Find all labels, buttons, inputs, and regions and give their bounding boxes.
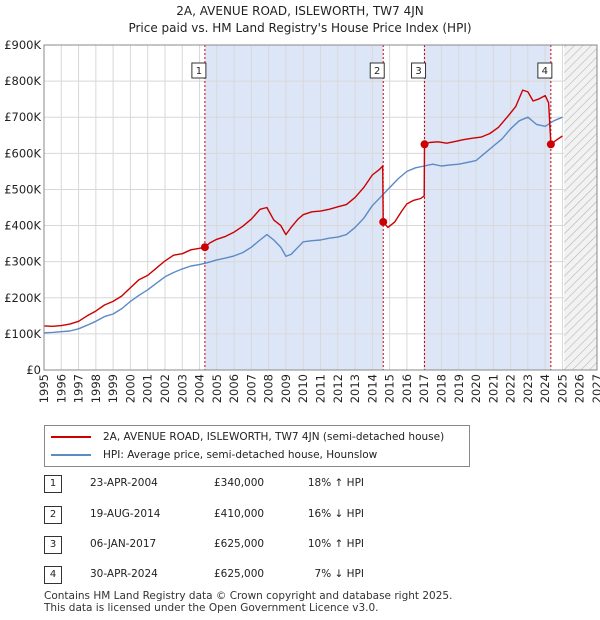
x-tick-label: 2023 <box>521 374 535 403</box>
transaction-hpi-diff: 10% ↑ HPI <box>307 538 364 550</box>
hpi-line <box>43 116 563 334</box>
x-tick-label: 1997 <box>72 374 86 403</box>
footer-line-2: This data is licensed under the Open Gov… <box>44 602 379 614</box>
x-tick-label: 1998 <box>89 374 103 403</box>
chart-legend: 2A, AVENUE ROAD, ISLEWORTH, TW7 4JN (sem… <box>44 425 470 467</box>
x-tick-label: 2018 <box>434 374 448 403</box>
x-tick-label: 1999 <box>106 374 120 403</box>
sale-label-number: 2 <box>374 66 380 77</box>
transaction-number: 3 <box>44 536 62 554</box>
x-tick-label: 2012 <box>331 374 345 403</box>
x-tick-label: 2002 <box>158 374 172 403</box>
transaction-price: £410,000 <box>214 508 265 520</box>
transaction-number: 2 <box>44 506 62 524</box>
x-tick-label: 2006 <box>227 374 241 403</box>
legend-label-property: 2A, AVENUE ROAD, ISLEWORTH, TW7 4JN (sem… <box>103 431 445 443</box>
legend-item-hpi: HPI: Average price, semi-detached house,… <box>51 447 377 463</box>
y-tick-label: £800K <box>4 74 41 88</box>
x-tick-label: 2026 <box>573 374 587 403</box>
sale-point <box>379 217 388 226</box>
x-tick-label: 2011 <box>314 374 328 403</box>
plot-frame <box>43 44 598 371</box>
x-tick-label: 2005 <box>210 374 224 403</box>
price-chart: 1 2 3 4 £0 £100K £200K £300K £400K £500K £600K £70… <box>4 38 600 403</box>
title-line-2: Price paid vs. HM Land Registry's House … <box>128 21 472 35</box>
ownership-shade <box>204 45 384 370</box>
x-tick-label: 2020 <box>469 374 483 403</box>
ownership-shade <box>424 45 551 370</box>
x-tick-label: 2027 <box>590 374 600 403</box>
y-tick-label: £700K <box>4 110 41 124</box>
transaction-date: 23-APR-2004 <box>90 477 158 489</box>
legend-item-property: 2A, AVENUE ROAD, ISLEWORTH, TW7 4JN (sem… <box>51 429 444 445</box>
transaction-hpi-diff: 7% ↓ HPI <box>314 568 364 580</box>
sale-label-number: 4 <box>542 66 548 77</box>
transaction-price: £625,000 <box>214 568 265 580</box>
property-price-line <box>43 89 563 327</box>
x-tick-label: 1995 <box>37 374 51 403</box>
y-tick-label: £600K <box>4 146 41 160</box>
legend-swatch-hpi <box>51 454 91 456</box>
x-tick-label: 2021 <box>486 374 500 403</box>
sale-label-box <box>537 62 553 79</box>
sale-point <box>546 140 555 149</box>
y-tick-label: £900K <box>4 38 41 52</box>
chart-title: 2A, AVENUE ROAD, ISLEWORTH, TW7 4JN Pric… <box>0 3 600 37</box>
transaction-date: 19-AUG-2014 <box>90 508 161 520</box>
x-tick-label: 2009 <box>279 374 293 403</box>
x-tick-label: 2001 <box>141 374 155 403</box>
x-tick-label: 2016 <box>400 374 414 403</box>
transaction-hpi-diff: 16% ↓ HPI <box>307 508 364 520</box>
sale-point <box>420 140 429 149</box>
table-row: 3 06-JAN-2017 £625,000 10% ↑ HPI <box>44 536 384 556</box>
y-tick-label: £100K <box>4 327 41 341</box>
sale-label-box <box>369 62 385 79</box>
y-tick-label: £0 <box>26 363 41 377</box>
transaction-price: £625,000 <box>214 538 265 550</box>
x-tick-label: 2003 <box>175 374 189 403</box>
x-tick-label: 2000 <box>123 374 137 403</box>
transaction-number: 1 <box>44 475 62 493</box>
table-row: 4 30-APR-2024 £625,000 7% ↓ HPI <box>44 566 384 586</box>
x-tick-label: 2022 <box>504 374 518 403</box>
transaction-date: 30-APR-2024 <box>90 568 158 580</box>
x-tick-label: 2015 <box>383 374 397 403</box>
footer-attribution: Contains HM Land Registry data © Crown c… <box>44 590 452 614</box>
title-line-1: 2A, AVENUE ROAD, ISLEWORTH, TW7 4JN <box>176 4 424 18</box>
sale-label-number: 1 <box>196 66 202 77</box>
x-tick-label: 2013 <box>348 374 362 403</box>
transaction-price: £340,000 <box>214 477 265 489</box>
x-tick-label: 2014 <box>365 374 379 403</box>
sale-label-box <box>411 62 427 79</box>
y-tick-label: £400K <box>4 219 41 233</box>
x-tick-label: 2008 <box>262 374 276 403</box>
legend-swatch-property <box>51 436 91 438</box>
transaction-date: 06-JAN-2017 <box>90 538 157 550</box>
x-tick-label: 2024 <box>538 374 552 403</box>
transaction-hpi-diff: 18% ↑ HPI <box>307 477 364 489</box>
footer-line-1: Contains HM Land Registry data © Crown c… <box>44 590 453 602</box>
y-tick-label: £300K <box>4 255 41 269</box>
x-tick-label: 2010 <box>296 374 310 403</box>
forecast-hatch <box>564 45 597 370</box>
x-tick-label: 2025 <box>555 374 569 403</box>
table-row: 2 19-AUG-2014 £410,000 16% ↓ HPI <box>44 506 384 526</box>
y-tick-label: £500K <box>4 182 41 196</box>
legend-label-hpi: HPI: Average price, semi-detached house,… <box>103 449 378 461</box>
y-tick-label: £200K <box>4 291 41 305</box>
x-tick-label: 2019 <box>452 374 466 403</box>
sale-label-box <box>191 62 207 79</box>
sale-label-number: 3 <box>415 66 421 77</box>
x-tick-label: 2017 <box>417 374 431 403</box>
x-tick-label: 2004 <box>193 374 207 403</box>
table-row: 1 23-APR-2004 £340,000 18% ↑ HPI <box>44 475 384 495</box>
x-tick-label: 1996 <box>54 374 68 403</box>
x-tick-label: 2007 <box>244 374 258 403</box>
sale-point <box>200 243 209 252</box>
transaction-number: 4 <box>44 566 62 584</box>
